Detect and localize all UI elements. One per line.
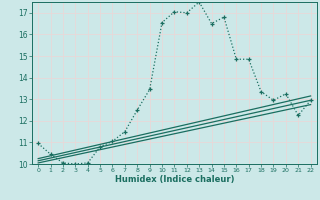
X-axis label: Humidex (Indice chaleur): Humidex (Indice chaleur) <box>115 175 234 184</box>
